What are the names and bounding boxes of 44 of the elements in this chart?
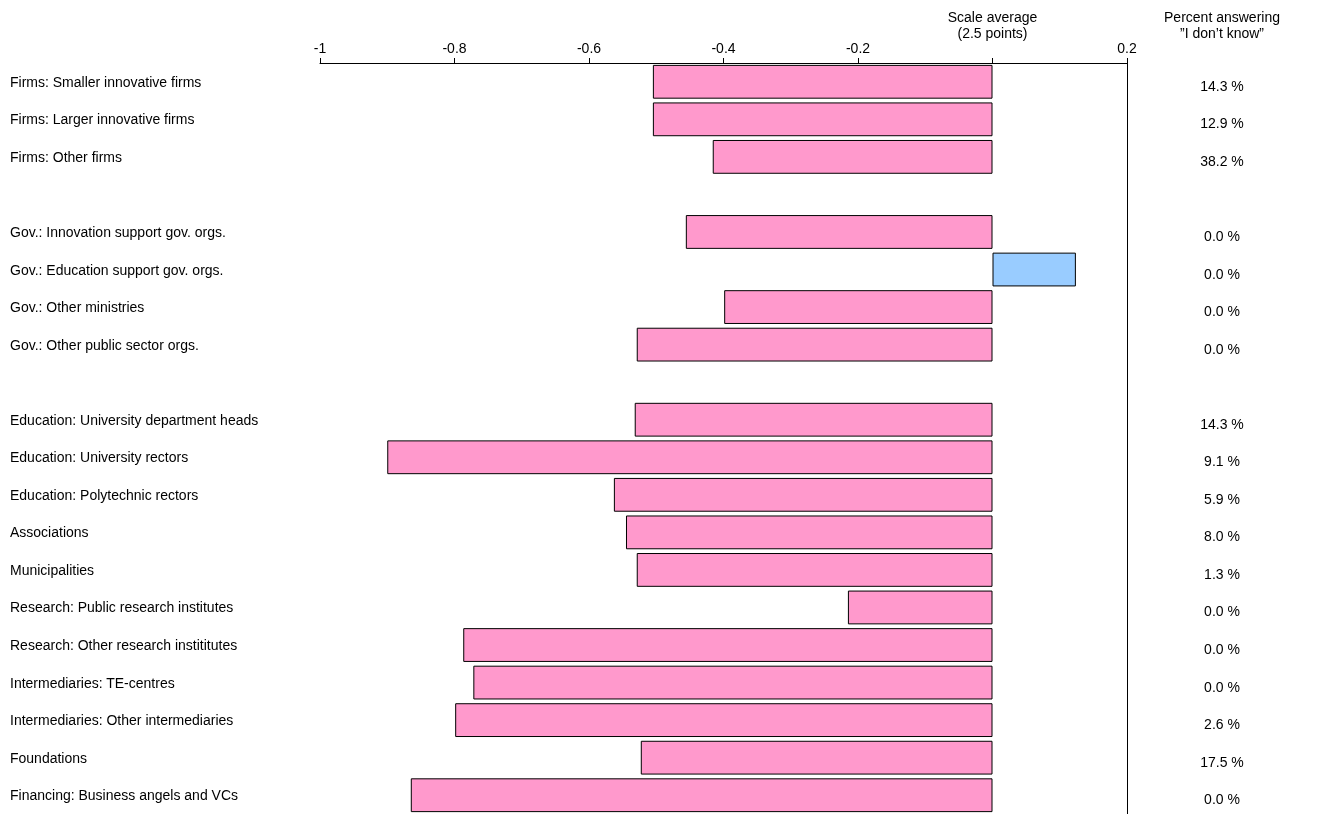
text: 14.3 %	[1200, 77, 1244, 94]
y-tick-label: Firms: Larger innovative firms	[10, 111, 195, 128]
y-tick-label: Research: Public research institutes	[10, 599, 234, 616]
text: 0.0 %	[1204, 265, 1240, 282]
y-tick-label: Gov.: Education support gov. orgs.	[10, 261, 224, 278]
text: 8.0 %	[1204, 528, 1240, 545]
x-tick-label: -1	[313, 40, 327, 56]
y-tick-label: Intermediaries: Other intermediaries	[10, 712, 234, 729]
y-tick-label: Intermediaries: TE-centres	[10, 674, 175, 691]
y-tick-label: Associations	[10, 524, 89, 541]
y-tick-label: Education: University department heads	[10, 411, 259, 428]
x-tick-label: -0.2	[845, 40, 871, 56]
y-tick-label: Firms: Other firms	[10, 148, 122, 165]
y-tick-label: Firms: Smaller innovative firms	[10, 73, 202, 90]
text: 0.0 %	[1204, 227, 1240, 244]
text: 17.5 %	[1200, 753, 1244, 770]
text: 12.9 %	[1200, 115, 1244, 132]
y-tick-label: Foundations	[10, 749, 88, 766]
text: 1.3 %	[1204, 565, 1240, 582]
text: 14.3 %	[1200, 415, 1244, 432]
text: 9.1 %	[1204, 453, 1240, 470]
y-tick-label: Research: Other research instititutes	[10, 637, 238, 654]
text: 0.0 %	[1204, 791, 1240, 808]
text: 0.0 %	[1204, 340, 1240, 357]
y-tick-label: Gov.: Other public sector orgs.	[10, 336, 199, 353]
x-tick-label: -0.8	[442, 40, 467, 56]
y-tick-label: Gov.: Innovation support gov. orgs.	[10, 223, 226, 240]
text: Scale average (2.5 points)	[947, 9, 1038, 41]
text: 5.9 %	[1204, 490, 1240, 507]
text: 0.0 %	[1204, 678, 1240, 695]
text: 2.6 %	[1204, 716, 1240, 733]
text: 0.0 %	[1204, 641, 1240, 658]
text: 38.2 %	[1200, 152, 1244, 169]
y-tick-label: Financing: Business angels and VCs	[10, 787, 239, 804]
x-tick-label: -0.6	[576, 40, 602, 56]
text: 0.0 %	[1204, 603, 1240, 620]
text: 0.0 %	[1204, 303, 1240, 320]
y-tick-label: Gov.: Other ministries	[10, 299, 145, 316]
y-tick-label: Education: University rectors	[10, 449, 189, 466]
y-tick-label: Municipalities	[10, 561, 95, 578]
x-tick-label: -0.4	[711, 40, 736, 56]
text: Percent answering ”I don’t know”	[1164, 9, 1280, 41]
y-tick-label: Education: Polytechnic rectors	[10, 486, 199, 503]
x-tick-label: 0.2	[1117, 40, 1137, 56]
